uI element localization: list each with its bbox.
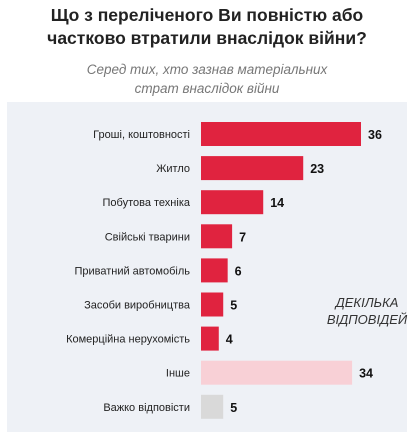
subtitle-line-1: Серед тих, хто зазнав матеріальних — [86, 62, 328, 77]
value-label-0: 36 — [368, 128, 382, 142]
note-line-2: ВІДПОВІДЕЙ — [326, 312, 408, 327]
value-label-2: 14 — [270, 196, 284, 210]
category-label-4: Приватний автомобіль — [74, 265, 190, 277]
value-label-1: 23 — [310, 162, 324, 176]
value-label-8: 5 — [230, 401, 237, 415]
category-label-6: Комерційна нерухомість — [66, 334, 190, 346]
title-line-1: Що з переліченого Ви повністю або — [50, 5, 364, 25]
category-label-1: Житло — [156, 163, 190, 175]
bar-5 — [201, 292, 224, 317]
value-label-5: 5 — [230, 299, 237, 313]
chart-subtitle: Серед тих, хто зазнав матеріальних страт… — [0, 60, 414, 98]
category-label-2: Побутова техніка — [103, 197, 191, 209]
subtitle-line-2: страт внаслідок війни — [134, 81, 280, 96]
category-label-3: Свійські тварини — [105, 231, 190, 243]
bar-4 — [201, 258, 228, 283]
bar-3 — [201, 224, 233, 249]
bar-8 — [201, 394, 224, 419]
value-label-7: 34 — [359, 367, 373, 381]
value-label-6: 4 — [226, 333, 233, 347]
bar-7 — [201, 360, 353, 385]
chart-title: Що з переліченого Ви повністю або частко… — [0, 4, 414, 50]
category-label-0: Гроші, коштовності — [93, 129, 190, 141]
value-label-4: 6 — [235, 264, 242, 278]
category-label-5: Засоби виробництва — [84, 300, 191, 312]
bar-0 — [201, 122, 361, 146]
category-label-7: Інше — [166, 368, 190, 380]
bar-6 — [201, 326, 219, 351]
bar-2 — [201, 190, 264, 215]
category-label-8: Важко відповісти — [103, 402, 190, 414]
note-line-1: ДЕКІЛЬКА — [335, 295, 399, 310]
bar-1 — [201, 156, 304, 181]
multiple-answers-note: ДЕКІЛЬКА ВІДПОВІДЕЙ — [322, 294, 412, 328]
title-line-2: частково втратили внаслідок війни? — [47, 28, 367, 48]
value-label-3: 7 — [239, 230, 246, 244]
